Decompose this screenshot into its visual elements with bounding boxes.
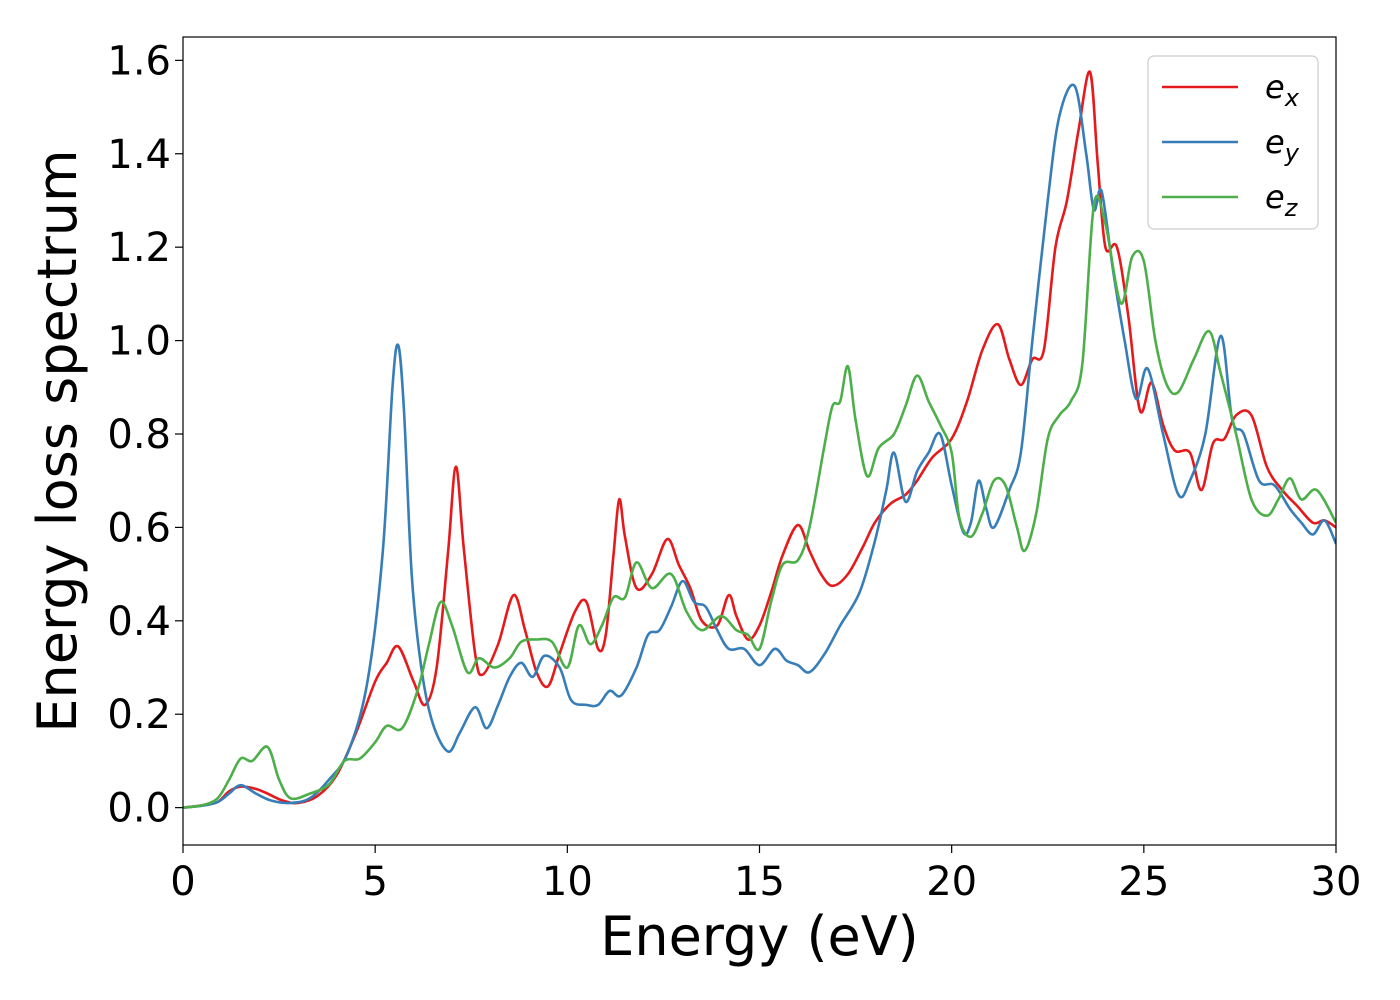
x-axis-ticks: 0 5 10 15 20 25 30 (170, 845, 1361, 905)
plot-lines (183, 70, 1336, 809)
series-line-ez (183, 194, 1336, 809)
x-tick-label: 20 (926, 859, 977, 905)
x-tick-label: 5 (362, 859, 387, 905)
y-tick-label: 0.0 (107, 786, 171, 832)
x-tick-label: 0 (170, 859, 195, 905)
y-axis-ticks: 0.0 0.2 0.4 0.6 0.8 1.0 1.2 1.4 1.6 (107, 38, 183, 832)
x-tick-label: 10 (542, 859, 593, 905)
legend-label-ey: ey (1265, 123, 1300, 167)
series-line-ex (183, 70, 1336, 809)
x-axis-title: Energy (eV) (600, 905, 919, 968)
y-axis-title: Energy loss spectrum (26, 149, 89, 732)
y-tick-label: 0.2 (107, 692, 171, 738)
legend-label-base: e (1265, 178, 1285, 216)
x-tick-label: 15 (734, 859, 785, 905)
legend-label-base: e (1265, 123, 1285, 161)
legend-label-ex: ex (1265, 68, 1300, 112)
y-tick-label: 1.0 (107, 319, 171, 365)
y-tick-label: 0.4 (107, 599, 171, 645)
legend-label-base: e (1265, 68, 1285, 106)
x-tick-label: 25 (1118, 859, 1169, 905)
legend-label-subscript: x (1284, 84, 1300, 112)
y-tick-label: 1.6 (107, 38, 171, 84)
y-tick-label: 1.2 (107, 225, 171, 271)
legend-label-ez: ez (1265, 178, 1299, 222)
y-tick-label: 0.8 (107, 412, 171, 458)
y-tick-label: 1.4 (107, 132, 171, 178)
legend-label-subscript: y (1284, 139, 1300, 167)
legend-label-subscript: z (1284, 194, 1299, 222)
x-tick-label: 30 (1311, 859, 1362, 905)
series-line-ey (183, 83, 1336, 809)
y-tick-label: 0.6 (107, 505, 171, 551)
